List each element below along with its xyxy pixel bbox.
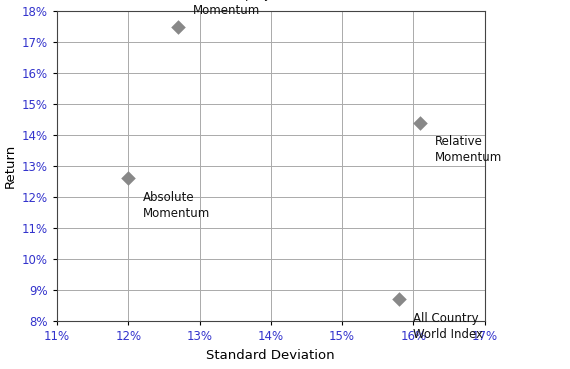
Point (394, 296, 404, 302)
X-axis label: Standard Deviation: Standard Deviation (206, 349, 335, 362)
Point (173, 24, 182, 30)
Point (124, 176, 133, 182)
Y-axis label: Return: Return (3, 144, 17, 188)
Text: Relative
Momentum: Relative Momentum (435, 135, 502, 164)
Text: All Country
World Index: All Country World Index (413, 312, 483, 341)
Text: Absolute
Momentum: Absolute Momentum (142, 191, 210, 220)
Point (416, 120, 425, 125)
Text: Global Equity
Momentum: Global Equity Momentum (193, 0, 271, 17)
